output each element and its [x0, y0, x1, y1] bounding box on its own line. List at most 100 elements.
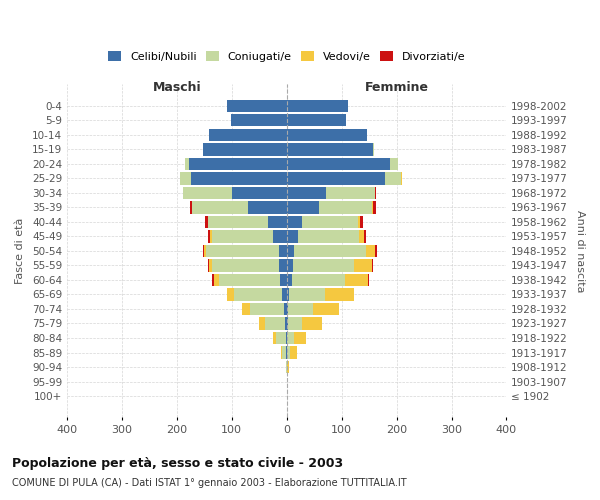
Bar	[287, 274, 292, 286]
Bar	[287, 318, 322, 330]
Bar	[209, 260, 287, 272]
Bar	[231, 114, 287, 126]
Bar	[259, 318, 287, 330]
Bar	[278, 245, 287, 257]
Bar	[250, 303, 287, 315]
Bar	[287, 201, 376, 213]
Bar	[286, 361, 287, 373]
Bar	[287, 361, 289, 373]
Bar	[287, 114, 346, 126]
Bar	[287, 128, 367, 141]
Bar	[287, 172, 401, 184]
Bar	[287, 172, 401, 184]
Bar	[287, 303, 289, 315]
Bar	[248, 201, 287, 213]
Bar	[287, 114, 346, 126]
Bar	[192, 201, 287, 213]
Bar	[209, 128, 287, 141]
Bar	[209, 128, 287, 141]
Bar	[203, 143, 287, 156]
Bar	[209, 128, 287, 141]
Text: Popolazione per età, sesso e stato civile - 2003: Popolazione per età, sesso e stato civil…	[12, 458, 343, 470]
Bar	[287, 332, 306, 344]
Bar	[287, 361, 289, 373]
Bar	[234, 288, 287, 300]
Bar	[287, 216, 363, 228]
Bar	[287, 186, 375, 199]
Bar	[287, 158, 398, 170]
Bar	[287, 128, 367, 141]
Bar	[287, 100, 348, 112]
Bar	[208, 260, 287, 272]
Bar	[281, 346, 287, 358]
Bar	[287, 216, 358, 228]
Bar	[208, 216, 287, 228]
Bar	[283, 288, 287, 300]
Bar	[286, 361, 287, 373]
Bar	[218, 274, 287, 286]
Bar	[287, 303, 340, 315]
Bar	[287, 346, 296, 358]
Bar	[287, 245, 375, 257]
Bar	[273, 332, 287, 344]
Bar	[179, 172, 287, 184]
Bar	[287, 201, 319, 213]
Bar	[203, 143, 287, 156]
Bar	[284, 318, 287, 330]
Bar	[208, 216, 287, 228]
Bar	[184, 186, 287, 199]
Bar	[287, 186, 374, 199]
Bar	[183, 186, 287, 199]
Bar	[205, 216, 287, 228]
Bar	[212, 260, 287, 272]
Bar	[287, 274, 345, 286]
Bar	[287, 128, 367, 141]
Bar	[227, 288, 287, 300]
Y-axis label: Fasce di età: Fasce di età	[15, 218, 25, 284]
Bar	[281, 346, 287, 358]
Bar	[179, 172, 287, 184]
Bar	[287, 100, 348, 112]
Bar	[287, 303, 340, 315]
Bar	[227, 100, 287, 112]
Bar	[287, 230, 359, 242]
Bar	[185, 158, 287, 170]
Bar	[185, 158, 287, 170]
Bar	[232, 186, 287, 199]
Bar	[287, 186, 326, 199]
Text: Maschi: Maschi	[152, 81, 201, 94]
Bar	[190, 201, 287, 213]
Bar	[227, 100, 287, 112]
Bar	[287, 172, 385, 184]
Bar	[227, 100, 287, 112]
Bar	[287, 260, 373, 272]
Bar	[286, 332, 287, 344]
Bar	[205, 245, 287, 257]
Bar	[287, 158, 390, 170]
Bar	[227, 100, 287, 112]
Bar	[287, 230, 298, 242]
Bar	[287, 186, 376, 199]
Bar	[284, 303, 287, 315]
Text: Femmine: Femmine	[365, 81, 428, 94]
Bar	[287, 332, 294, 344]
Bar	[206, 245, 287, 257]
Bar	[287, 201, 372, 213]
Bar	[208, 230, 287, 242]
Bar	[231, 114, 287, 126]
Bar	[214, 274, 287, 286]
Bar	[287, 143, 374, 156]
Bar	[242, 303, 287, 315]
Bar	[287, 318, 288, 330]
Bar	[287, 201, 373, 213]
Bar	[287, 318, 322, 330]
Bar	[209, 128, 287, 141]
Bar	[231, 114, 287, 126]
Bar	[276, 332, 287, 344]
Bar	[287, 158, 398, 170]
Bar	[286, 361, 287, 373]
Bar	[189, 158, 287, 170]
Bar	[282, 346, 287, 358]
Bar	[280, 274, 287, 286]
Bar	[287, 288, 354, 300]
